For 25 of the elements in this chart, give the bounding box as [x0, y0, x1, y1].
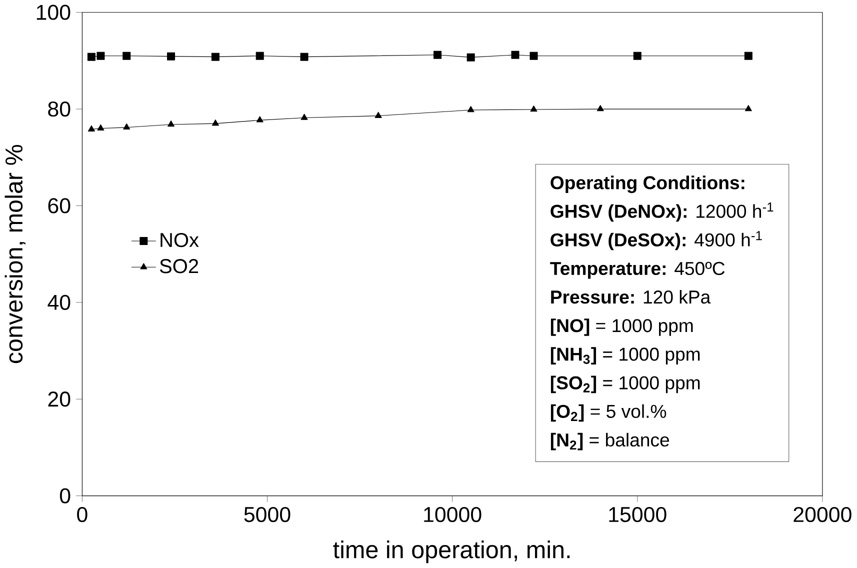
y-tick-label: 100	[36, 4, 70, 20]
text: [O$_{2}$] = 5 vol.%	[550, 404, 666, 422]
annotation: GHSV (DeSOx): 4900 h$^{-1}$	[550, 231, 762, 250]
annotation: Temperature: 450ºC	[550, 262, 725, 279]
x-tick-label: 20000	[794, 506, 852, 522]
x-tick-label: 10000	[424, 506, 482, 522]
y-tick-label: 40	[48, 294, 70, 310]
x-tick-label: 0	[77, 506, 88, 522]
annotation: Operating Conditions:	[550, 176, 744, 194]
annotation: GHSV (DeNOx): 12000 h$^{-1}$	[550, 202, 774, 222]
x-tick-label: 5000	[244, 506, 290, 522]
y-tick-label: 20	[48, 392, 70, 407]
y-tick-label: 60	[48, 198, 70, 214]
annotation: [NO] = 1000 ppm	[550, 318, 693, 336]
text: [N$_{2}$] = balance	[550, 432, 670, 450]
y-axis-title: conversion, molar %	[4, 144, 26, 364]
y-tick-label: 80	[48, 101, 70, 117]
legend-label: NOx	[160, 232, 199, 248]
x-axis-title: time in operation, min.	[333, 540, 570, 564]
x-tick-label: 15000	[609, 506, 666, 522]
legend-label: SO2	[160, 259, 198, 274]
text: [NH$_{3}$] = 1000 ppm	[550, 347, 700, 365]
text: [SO$_{2}$] = 1000 ppm	[550, 376, 700, 394]
y-tick-label: 0	[60, 488, 70, 504]
annotation: Pressure: 120 kPa	[551, 290, 711, 304]
